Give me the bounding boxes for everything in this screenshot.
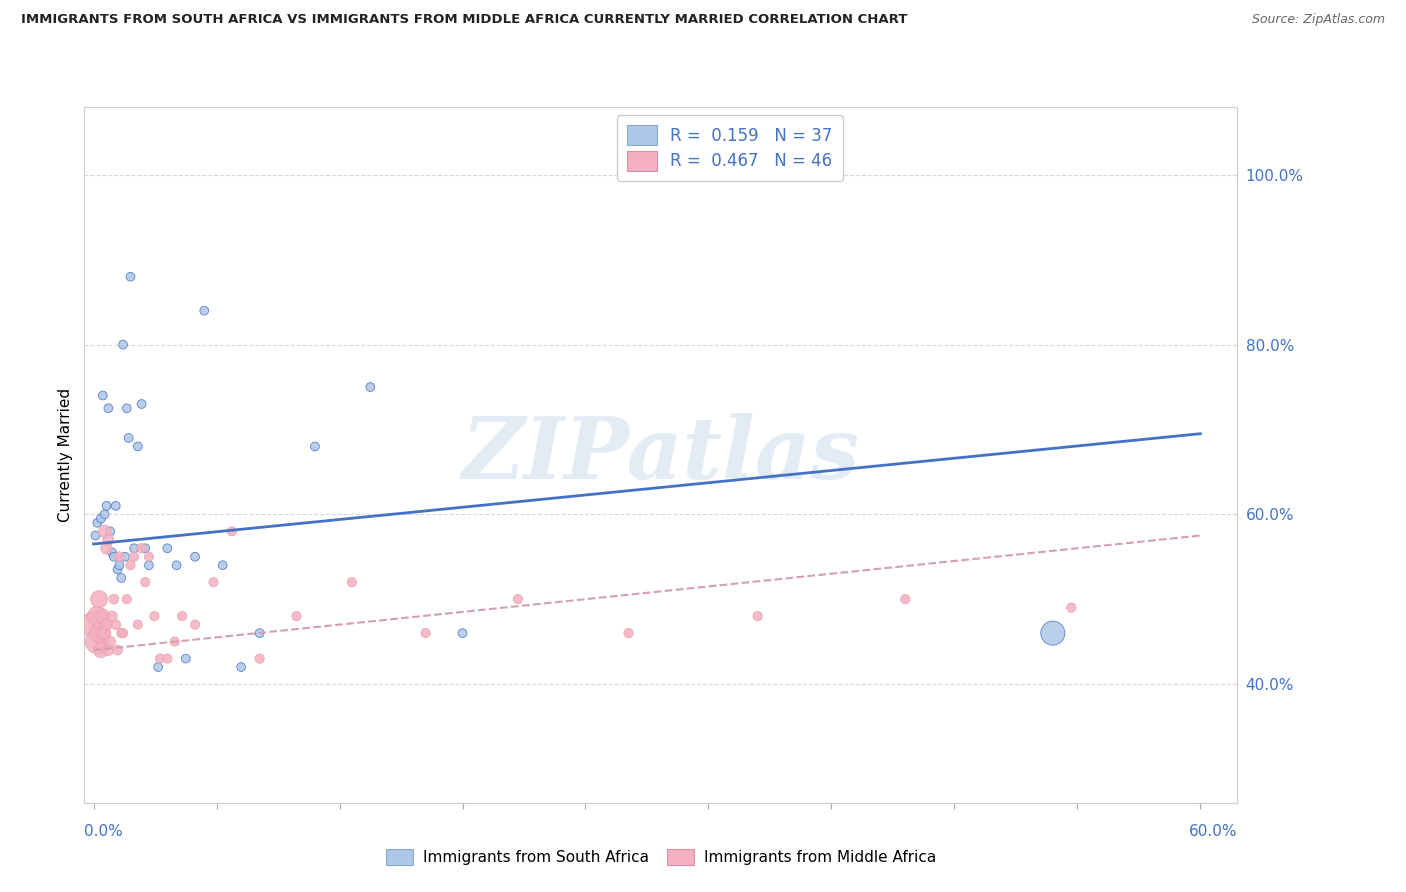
- Point: [134, 575, 156, 590]
- Point: [122, 541, 145, 556]
- Point: [120, 269, 142, 284]
- Text: 60.0%: 60.0%: [1189, 824, 1237, 839]
- Point: [143, 609, 166, 624]
- Point: [103, 549, 125, 564]
- Point: [211, 558, 233, 573]
- Point: [84, 617, 107, 632]
- Point: [120, 558, 142, 573]
- Point: [747, 609, 769, 624]
- Point: [84, 528, 107, 542]
- Point: [146, 660, 169, 674]
- Point: [149, 651, 172, 665]
- Point: [172, 609, 194, 624]
- Point: [131, 541, 153, 556]
- Point: [98, 634, 121, 648]
- Point: [163, 634, 186, 648]
- Point: [96, 499, 118, 513]
- Point: [101, 609, 124, 624]
- Point: [506, 592, 529, 607]
- Text: IMMIGRANTS FROM SOUTH AFRICA VS IMMIGRANTS FROM MIDDLE AFRICA CURRENTLY MARRIED : IMMIGRANTS FROM SOUTH AFRICA VS IMMIGRAN…: [21, 13, 907, 27]
- Point: [138, 558, 160, 573]
- Text: ZIPatlas: ZIPatlas: [461, 413, 860, 497]
- Point: [96, 617, 118, 632]
- Point: [359, 380, 381, 394]
- Point: [415, 626, 437, 640]
- Point: [87, 592, 110, 607]
- Point: [122, 549, 145, 564]
- Point: [184, 549, 207, 564]
- Point: [127, 617, 149, 632]
- Point: [97, 533, 120, 547]
- Point: [166, 558, 188, 573]
- Point: [110, 571, 132, 585]
- Point: [91, 388, 114, 402]
- Y-axis label: Currently Married: Currently Married: [58, 388, 73, 522]
- Point: [93, 508, 115, 522]
- Point: [221, 524, 243, 539]
- Point: [285, 609, 308, 624]
- Point: [249, 626, 271, 640]
- Point: [108, 558, 131, 573]
- Point: [115, 592, 138, 607]
- Point: [156, 541, 179, 556]
- Legend: R =  0.159   N = 37, R =  0.467   N = 46: R = 0.159 N = 37, R = 0.467 N = 46: [617, 115, 842, 180]
- Point: [112, 626, 135, 640]
- Point: [110, 626, 132, 640]
- Point: [96, 541, 118, 556]
- Point: [1042, 626, 1064, 640]
- Point: [115, 401, 138, 416]
- Point: [231, 660, 253, 674]
- Point: [107, 562, 129, 576]
- Point: [90, 511, 112, 525]
- Point: [117, 431, 139, 445]
- Point: [1060, 600, 1083, 615]
- Point: [617, 626, 640, 640]
- Point: [451, 626, 474, 640]
- Point: [91, 626, 114, 640]
- Text: 0.0%: 0.0%: [84, 824, 124, 839]
- Point: [104, 499, 127, 513]
- Point: [104, 617, 127, 632]
- Point: [103, 592, 125, 607]
- Point: [249, 651, 271, 665]
- Point: [304, 439, 326, 453]
- Point: [156, 651, 179, 665]
- Point: [97, 401, 120, 416]
- Point: [894, 592, 917, 607]
- Point: [127, 439, 149, 453]
- Point: [86, 516, 108, 530]
- Point: [93, 524, 115, 539]
- Point: [174, 651, 197, 665]
- Point: [87, 626, 110, 640]
- Text: Source: ZipAtlas.com: Source: ZipAtlas.com: [1251, 13, 1385, 27]
- Point: [93, 626, 115, 640]
- Legend: Immigrants from South Africa, Immigrants from Middle Africa: Immigrants from South Africa, Immigrants…: [380, 843, 942, 871]
- Point: [202, 575, 225, 590]
- Point: [184, 617, 207, 632]
- Point: [101, 545, 124, 559]
- Point: [138, 549, 160, 564]
- Point: [90, 643, 112, 657]
- Point: [86, 609, 108, 624]
- Point: [340, 575, 363, 590]
- Point: [91, 609, 114, 624]
- Point: [107, 643, 129, 657]
- Point: [114, 549, 136, 564]
- Point: [98, 524, 121, 539]
- Point: [134, 541, 156, 556]
- Point: [112, 337, 135, 351]
- Point: [131, 397, 153, 411]
- Point: [193, 303, 215, 318]
- Point: [97, 643, 120, 657]
- Point: [108, 549, 131, 564]
- Point: [86, 634, 108, 648]
